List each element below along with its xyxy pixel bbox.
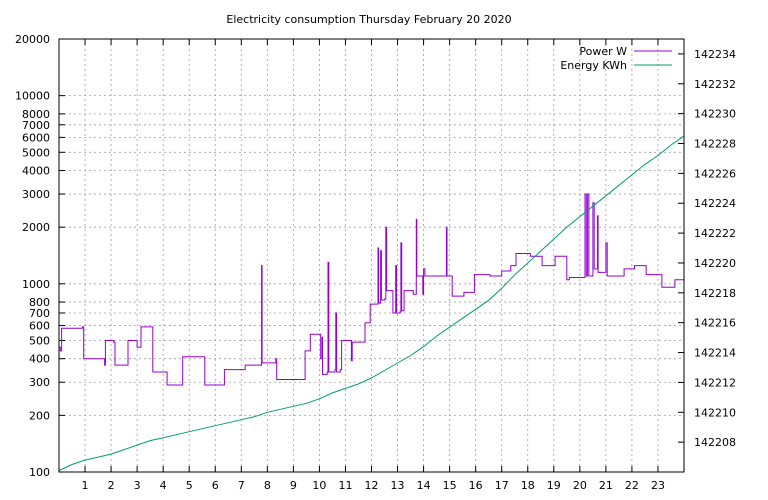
- y2-tick-label: 142216: [694, 317, 736, 330]
- x-tick-label: 13: [391, 479, 405, 492]
- y-tick-label: 400: [29, 353, 50, 366]
- y-tick-label: 300: [29, 376, 50, 389]
- y-tick-label: 700: [29, 307, 50, 320]
- y2-tick-label: 142228: [694, 138, 736, 151]
- chart-title: Electricity consumption Thursday Februar…: [226, 13, 511, 26]
- x-tick-label: 21: [599, 479, 613, 492]
- x-tick-label: 9: [290, 479, 297, 492]
- x-tick-label: 16: [469, 479, 483, 492]
- x-tick-label: 2: [108, 479, 115, 492]
- x-tick-label: 3: [134, 479, 141, 492]
- x-tick-label: 23: [651, 479, 665, 492]
- y-tick-label: 500: [29, 334, 50, 347]
- legend: Power W Energy KWh: [560, 45, 672, 72]
- y-tick-label: 2000: [22, 221, 50, 234]
- x-tick-label: 11: [338, 479, 352, 492]
- y2-tick-label: 142224: [694, 197, 736, 210]
- y-tick-label: 5000: [22, 146, 50, 159]
- series-line-energy: [58, 135, 685, 471]
- y2-tick-label: 142212: [694, 376, 736, 389]
- x-tick-label: 6: [212, 479, 219, 492]
- x-tick-label: 4: [160, 479, 167, 492]
- legend-label-energy: Energy KWh: [560, 59, 627, 72]
- x-tick-label: 7: [238, 479, 245, 492]
- axis-layer: 1 2 3 4 5 6 7 8 9 10 11 12 13 14 15 16 17 18 19 20 21 22 23100…: [15, 33, 736, 492]
- x-tick-label: 22: [625, 479, 639, 492]
- y2-tick-label: 142226: [694, 167, 736, 180]
- y-tick-label: 600: [29, 320, 50, 333]
- y-tick-label: 200: [29, 409, 50, 422]
- y2-tick-label: 142220: [694, 257, 736, 270]
- y2-tick-label: 142222: [694, 227, 736, 240]
- x-tick-label: 20: [573, 479, 587, 492]
- x-tick-label: 12: [365, 479, 379, 492]
- x-tick-label: 15: [443, 479, 457, 492]
- x-tick-label: 1: [82, 479, 89, 492]
- grid-layer: [59, 38, 684, 473]
- x-tick-label: 19: [547, 479, 561, 492]
- y-tick-label: 800: [29, 296, 50, 309]
- x-tick-label: 14: [417, 479, 431, 492]
- y2-tick-label: 142232: [694, 78, 736, 91]
- y2-tick-label: 142230: [694, 108, 736, 121]
- y-tick-label: 1000: [22, 278, 50, 291]
- y2-tick-label: 142218: [694, 287, 736, 300]
- x-tick-label: 10: [312, 479, 326, 492]
- x-tick-label: 5: [186, 479, 193, 492]
- y2-tick-label: 142208: [694, 436, 736, 449]
- series-line-power: [59, 193, 684, 386]
- y-tick-label: 3000: [22, 188, 50, 201]
- y-tick-label: 8000: [22, 108, 50, 121]
- legend-label-power: Power W: [579, 45, 627, 58]
- y-tick-label: 4000: [22, 165, 50, 178]
- y-tick-label: 6000: [22, 131, 50, 144]
- y-tick-label: 10000: [15, 90, 50, 103]
- x-tick-label: 18: [521, 479, 535, 492]
- y-tick-label: 7000: [22, 119, 50, 132]
- y2-tick-label: 142234: [694, 48, 736, 61]
- y-tick-label: 100: [29, 466, 50, 479]
- series-layer: [58, 135, 685, 471]
- y2-tick-label: 142210: [694, 406, 736, 419]
- x-tick-label: 8: [264, 479, 271, 492]
- y2-tick-label: 142214: [694, 347, 736, 360]
- x-tick-label: 17: [495, 479, 509, 492]
- y-tick-label: 20000: [15, 33, 50, 46]
- plot-frame: [58, 38, 685, 473]
